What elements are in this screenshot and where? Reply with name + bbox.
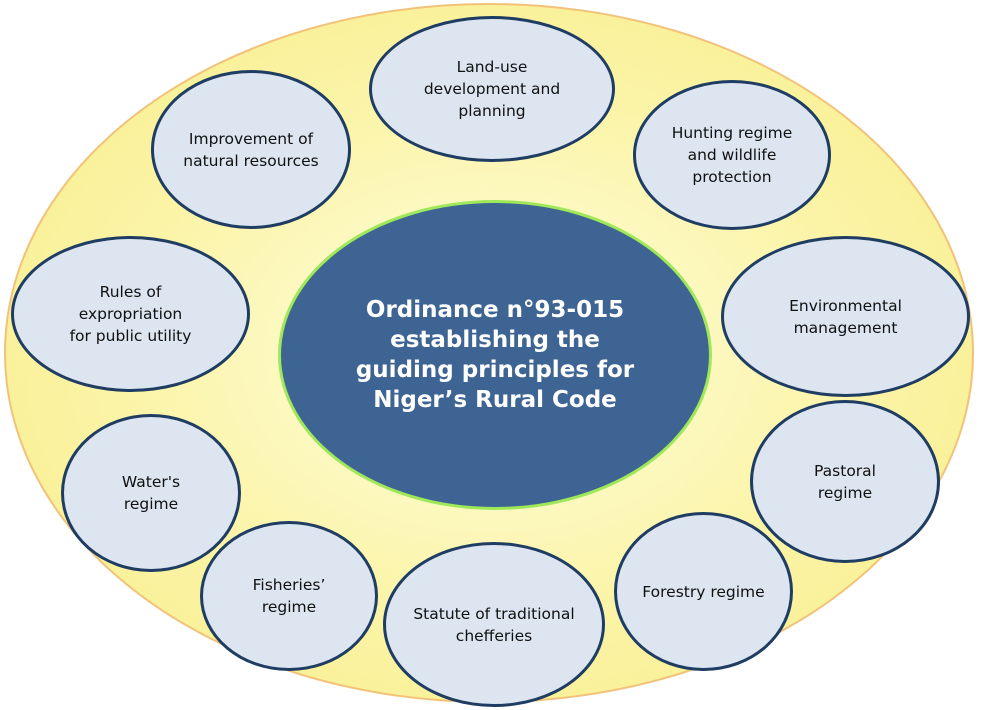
node-chefferies-label: Statute of traditional chefferies xyxy=(413,604,575,645)
node-land-use-label: Land-use development and planning xyxy=(423,58,561,120)
node-fisheries: Fisheries’ regime xyxy=(200,521,378,671)
node-pastoral: Pastoral regime xyxy=(750,400,940,563)
node-water-label: Water's regime xyxy=(121,473,181,513)
node-forestry-label: Forestry regime xyxy=(642,582,765,601)
node-pastoral-label: Pastoral regime xyxy=(814,461,876,502)
node-expropriation-label: Rules of expropriation for public utilit… xyxy=(69,283,192,345)
node-natural-resources-label: Improvement of natural resources xyxy=(183,129,319,170)
node-fisheries-label: Fisheries’ regime xyxy=(252,576,326,616)
node-land-use: Land-use development and planning xyxy=(369,16,615,162)
node-water: Water's regime xyxy=(61,414,241,572)
node-forestry: Forestry regime xyxy=(614,512,793,671)
node-expropriation: Rules of expropriation for public utilit… xyxy=(11,236,250,392)
node-environmental: Environmental management xyxy=(721,236,970,397)
central-ordinance-ellipse: Ordinance n°93-015 establishing the guid… xyxy=(278,200,712,510)
node-chefferies: Statute of traditional chefferies xyxy=(383,542,605,707)
node-hunting: Hunting regime and wildlife protection xyxy=(633,80,831,230)
central-ordinance-label: Ordinance n°93-015 establishing the guid… xyxy=(355,297,635,413)
node-environmental-label: Environmental management xyxy=(789,296,902,337)
node-hunting-label: Hunting regime and wildlife protection xyxy=(671,124,793,186)
node-natural-resources: Improvement of natural resources xyxy=(151,70,351,229)
